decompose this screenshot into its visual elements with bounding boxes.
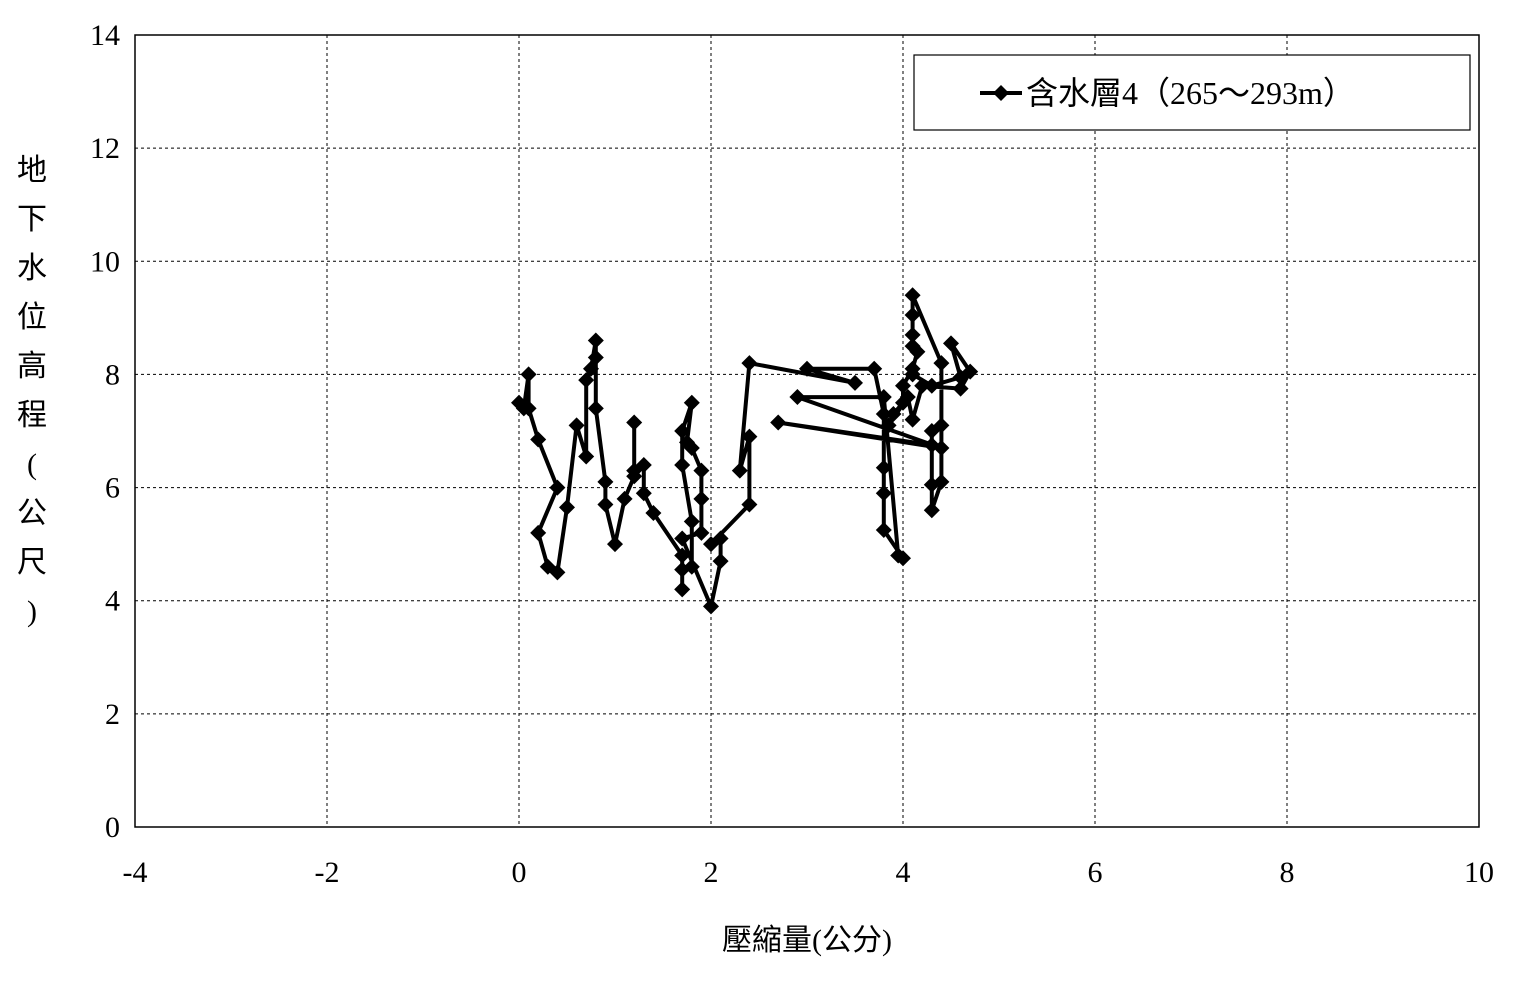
data-point-diamond — [549, 564, 566, 581]
data-point-diamond — [914, 377, 931, 394]
x-tick-label: 10 — [1464, 856, 1494, 889]
data-point-diamond — [741, 355, 758, 372]
x-tick-label: -2 — [315, 856, 340, 889]
data-point-diamond — [635, 485, 652, 502]
x-tick-label: 2 — [704, 856, 719, 889]
data-point-diamond — [626, 414, 643, 431]
x-tick-labels: -4 -2 0 2 4 6 8 10 — [123, 856, 1495, 889]
x-tick-label: 8 — [1280, 856, 1295, 889]
data-point-diamond — [899, 389, 916, 406]
data-point-diamond — [587, 349, 604, 366]
data-point-diamond — [712, 553, 729, 570]
data-point-diamond — [559, 499, 575, 516]
data-point-diamond — [587, 332, 604, 349]
data-point-diamond — [674, 530, 691, 547]
data-point-diamond — [520, 366, 537, 383]
x-tick-label: 4 — [896, 856, 911, 889]
data-point-diamond — [530, 524, 547, 541]
data-point-diamond — [549, 479, 566, 496]
data-point-diamond — [683, 439, 700, 456]
legend-label: 含水層4（265～293m） — [1026, 75, 1355, 111]
data-point-diamond — [674, 547, 691, 564]
plot-area-border — [134, 34, 1480, 828]
y-tick-label: 2 — [105, 698, 120, 731]
x-tick-label: 6 — [1088, 856, 1103, 889]
y-tick-label: 0 — [105, 811, 120, 844]
data-point-diamond — [693, 490, 710, 507]
data-point-diamond — [683, 394, 700, 411]
data-point-diamond — [952, 380, 969, 397]
data-point-diamond — [674, 423, 691, 439]
data-point-diamond — [875, 389, 892, 406]
data-point-diamond — [847, 374, 863, 391]
data-point-diamond — [741, 496, 758, 513]
data-point-diamond — [674, 581, 691, 598]
data-point-diamond — [568, 417, 585, 434]
data-point-diamond — [923, 437, 940, 454]
data-point-diamond — [904, 366, 921, 383]
grid-lines — [135, 35, 1479, 827]
y-tick-label: 14 — [90, 19, 120, 52]
data-point-diamond — [909, 343, 926, 360]
x-tick-label: 0 — [512, 856, 527, 889]
data-point-diamond — [770, 414, 787, 431]
data-point-diamond — [885, 406, 902, 423]
legend: 含水層4（265～293m） — [913, 54, 1471, 131]
data-point-diamond — [731, 462, 748, 479]
data-point-diamond — [578, 448, 595, 465]
data-point-diamond — [923, 502, 940, 519]
data-point-diamond — [703, 598, 719, 615]
data-point-diamond — [923, 377, 940, 394]
y-tick-labels: 0 2 4 6 8 10 12 14 — [90, 19, 120, 844]
data-point-diamond — [645, 505, 662, 522]
data-point-diamond — [933, 473, 950, 490]
data-point-diamond — [520, 400, 537, 417]
data-point-diamond — [933, 417, 950, 434]
data-point-diamond — [890, 547, 907, 564]
data-point-diamond — [693, 524, 710, 541]
data-point-diamond — [683, 558, 700, 575]
data-point-diamond — [904, 287, 921, 304]
data-point-diamond — [741, 428, 758, 445]
data-point-diamond — [607, 536, 623, 553]
data-point-diamond — [875, 406, 892, 423]
data-point-diamond — [895, 377, 911, 394]
data-point-diamond — [674, 456, 691, 473]
y-tick-label: 6 — [105, 472, 120, 505]
data-point-diamond — [578, 372, 595, 389]
data-point-diamond — [866, 360, 883, 377]
data-point-diamond — [583, 360, 599, 377]
data-point-diamond — [616, 490, 633, 507]
data-point-diamond — [875, 459, 892, 476]
y-axis-label: 地下水位高程(公尺) — [17, 154, 47, 628]
data-point-diamond — [904, 411, 921, 428]
y-tick-label: 12 — [90, 132, 120, 165]
data-point-diamond — [799, 360, 815, 377]
data-point-diamond — [904, 307, 921, 324]
data-point-diamond — [952, 369, 969, 386]
series-含水層4 — [511, 287, 979, 615]
data-point-diamond — [597, 496, 614, 513]
data-point-diamond — [635, 456, 652, 473]
x-tick-label: -4 — [123, 856, 148, 889]
data-point-diamond — [703, 536, 719, 553]
data-point-diamond — [693, 462, 710, 479]
data-point-diamond — [875, 522, 892, 538]
data-point-diamond — [933, 355, 950, 372]
data-point-diamond — [875, 485, 892, 502]
data-point-diamond — [683, 513, 700, 530]
data-point-diamond — [880, 417, 897, 434]
data-point-diamond — [587, 400, 604, 417]
data-point-diamond — [789, 389, 806, 406]
y-tick-label: 8 — [105, 358, 120, 391]
data-point-diamond — [943, 335, 959, 352]
data-point-diamond — [904, 326, 921, 343]
data-point-diamond — [597, 473, 614, 490]
legend-marker-diamond-icon — [993, 85, 1009, 101]
x-axis-label: 壓縮量(公分) — [722, 924, 892, 957]
data-point-diamond — [530, 431, 547, 448]
y-tick-label: 10 — [90, 245, 120, 278]
y-tick-label: 4 — [105, 585, 120, 618]
